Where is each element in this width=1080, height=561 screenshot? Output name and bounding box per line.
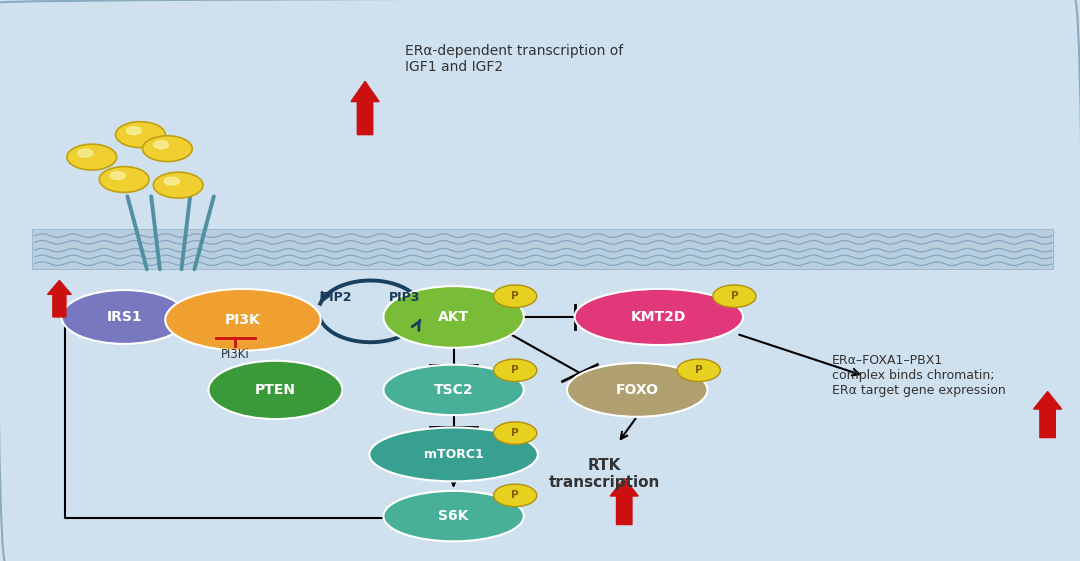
Circle shape	[153, 172, 203, 198]
Text: RTK
transcription: RTK transcription	[549, 458, 661, 490]
Text: IRS1: IRS1	[107, 310, 141, 324]
Circle shape	[126, 127, 141, 135]
Text: AKT: AKT	[438, 310, 469, 324]
Ellipse shape	[567, 363, 707, 417]
Text: TSC2: TSC2	[434, 383, 473, 397]
FancyBboxPatch shape	[32, 229, 1053, 269]
Text: PI3Ki: PI3Ki	[221, 348, 249, 361]
Text: P: P	[511, 365, 519, 375]
Ellipse shape	[383, 491, 524, 541]
Circle shape	[494, 484, 537, 507]
FancyArrow shape	[1034, 392, 1062, 438]
Circle shape	[110, 172, 125, 180]
Text: P: P	[511, 291, 519, 301]
Ellipse shape	[369, 427, 538, 481]
Circle shape	[677, 359, 720, 381]
Text: FOXO: FOXO	[616, 383, 659, 397]
Text: ERα–FOXA1–PBX1
complex binds chromatin;
ERα target gene expression: ERα–FOXA1–PBX1 complex binds chromatin; …	[832, 355, 1005, 397]
Text: P: P	[511, 490, 519, 500]
Circle shape	[99, 167, 149, 192]
Text: P: P	[511, 428, 519, 438]
Circle shape	[78, 149, 93, 157]
Text: mTORC1: mTORC1	[423, 448, 484, 461]
Ellipse shape	[208, 361, 342, 419]
FancyArrow shape	[610, 479, 638, 525]
FancyArrow shape	[48, 280, 71, 317]
Circle shape	[153, 141, 168, 149]
Circle shape	[67, 144, 117, 170]
Circle shape	[164, 177, 179, 185]
Ellipse shape	[383, 286, 524, 348]
Circle shape	[494, 359, 537, 381]
Text: P: P	[730, 291, 739, 301]
Ellipse shape	[165, 289, 321, 351]
Circle shape	[494, 422, 537, 444]
Text: ERα-dependent transcription of
IGF1 and IGF2: ERα-dependent transcription of IGF1 and …	[405, 44, 623, 74]
Circle shape	[713, 285, 756, 307]
Circle shape	[494, 285, 537, 307]
Ellipse shape	[62, 290, 187, 344]
Ellipse shape	[383, 365, 524, 415]
Text: KMT2D: KMT2D	[631, 310, 687, 324]
Circle shape	[116, 122, 165, 148]
Text: PIP3: PIP3	[389, 291, 421, 304]
Text: S6K: S6K	[438, 509, 469, 523]
Ellipse shape	[575, 289, 743, 345]
Text: P: P	[694, 365, 703, 375]
Text: PTEN: PTEN	[255, 383, 296, 397]
FancyArrow shape	[351, 81, 379, 135]
Text: PI3K: PI3K	[225, 313, 261, 327]
Circle shape	[143, 136, 192, 162]
Text: PIP2: PIP2	[321, 291, 353, 304]
